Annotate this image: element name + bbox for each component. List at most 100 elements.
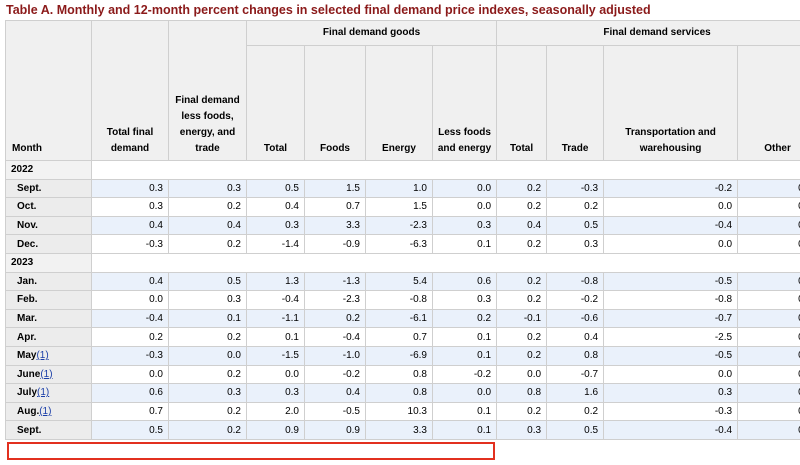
table-row: Mar.-0.40.1-1.10.2-6.10.2-0.1-0.6-0.70.2 (6, 309, 800, 328)
value-cell: 3.3 (305, 216, 366, 235)
value-cell: -0.5 (305, 402, 366, 421)
value-cell: 0.4 (738, 291, 800, 310)
value-cell: 0.3 (738, 402, 800, 421)
value-cell: 0.2 (169, 198, 247, 217)
value-cell: 0.0 (433, 179, 497, 198)
value-cell: -1.3 (305, 272, 366, 291)
month-cell: Mar. (6, 309, 92, 328)
value-cell: 0.2 (305, 309, 366, 328)
month-cell: Dec. (6, 235, 92, 254)
value-cell: 0.9 (247, 421, 305, 440)
value-cell: 0.5 (547, 421, 604, 440)
value-cell: 0.0 (92, 291, 169, 310)
year-row-spacer (92, 253, 800, 272)
value-cell: -0.5 (604, 346, 738, 365)
value-cell: 0.3 (738, 421, 800, 440)
month-label: Jan. (17, 276, 37, 287)
value-cell: 0.4 (547, 328, 604, 347)
month-cell: Apr. (6, 328, 92, 347)
value-cell: 0.7 (305, 198, 366, 217)
value-cell: -0.2 (433, 365, 497, 384)
value-cell: 0.3 (92, 179, 169, 198)
value-cell: 1.3 (247, 272, 305, 291)
header-final-demand-goods: Final demand goods (247, 21, 497, 46)
value-cell: 0.8 (497, 384, 547, 403)
value-cell: 0.0 (604, 198, 738, 217)
value-cell: -0.4 (604, 421, 738, 440)
header-goods-energy: Energy (366, 46, 433, 161)
value-cell: -0.3 (547, 179, 604, 198)
value-cell: 0.9 (305, 421, 366, 440)
footnote-link[interactable]: (1) (36, 350, 48, 361)
table-row: Dec.-0.30.2-1.4-0.9-6.30.10.20.30.00.2 (6, 235, 800, 254)
header-final-demand-services: Final demand services (497, 21, 800, 46)
value-cell: 0.2 (547, 198, 604, 217)
value-cell: 0.3 (169, 179, 247, 198)
value-cell: 0.0 (433, 198, 497, 217)
value-cell: 0.0 (169, 346, 247, 365)
header-goods-foods: Foods (305, 46, 366, 161)
value-cell: 0.1 (433, 235, 497, 254)
value-cell: -0.5 (604, 272, 738, 291)
value-cell: 0.4 (92, 216, 169, 235)
value-cell: 1.5 (366, 198, 433, 217)
value-cell: 5.4 (366, 272, 433, 291)
value-cell: -0.7 (604, 309, 738, 328)
value-cell: -0.8 (547, 272, 604, 291)
month-label: Dec. (17, 239, 38, 250)
month-label: May (17, 350, 36, 361)
value-cell: -0.1 (497, 309, 547, 328)
value-cell: 0.2 (738, 198, 800, 217)
value-cell: 0.0 (604, 365, 738, 384)
value-cell: 0.4 (305, 384, 366, 403)
footnote-link[interactable]: (1) (39, 406, 51, 417)
value-cell: 0.8 (547, 346, 604, 365)
header-goods-less-foods-energy: Less foods and energy (433, 46, 497, 161)
month-label: Feb. (17, 294, 38, 305)
value-cell: 0.8 (366, 384, 433, 403)
value-cell: 0.1 (433, 402, 497, 421)
table-row: Oct.0.30.20.40.71.50.00.20.20.00.2 (6, 198, 800, 217)
value-cell: -2.3 (366, 216, 433, 235)
value-cell: 0.2 (497, 235, 547, 254)
header-month: Month (6, 21, 92, 161)
year-row: 2022 (6, 161, 800, 180)
month-cell: Feb. (6, 291, 92, 310)
value-cell: -0.8 (366, 291, 433, 310)
value-cell: 0.3 (433, 216, 497, 235)
value-cell: -0.4 (604, 216, 738, 235)
value-cell: 1.6 (547, 384, 604, 403)
value-cell: 0.2 (738, 309, 800, 328)
value-cell: 0.2 (497, 346, 547, 365)
value-cell: 0.3 (169, 384, 247, 403)
value-cell: -0.3 (92, 346, 169, 365)
value-cell: 2.0 (247, 402, 305, 421)
table-row: Sept.0.50.20.90.93.30.10.30.5-0.40.3 (6, 421, 800, 440)
value-cell: 0.1 (433, 328, 497, 347)
table-body: 2022Sept.0.30.30.51.51.00.00.2-0.3-0.20.… (6, 161, 800, 440)
value-cell: 0.3 (738, 365, 800, 384)
footnote-link[interactable]: (1) (40, 369, 52, 380)
month-cell: Nov. (6, 216, 92, 235)
value-cell: 0.0 (738, 346, 800, 365)
month-cell: June(1) (6, 365, 92, 384)
value-cell: -2.3 (305, 291, 366, 310)
value-cell: 0.2 (169, 421, 247, 440)
year-row: 2023 (6, 253, 800, 272)
value-cell: -0.8 (604, 291, 738, 310)
value-cell: 0.2 (497, 291, 547, 310)
header-total-final-demand: Total final demand (92, 21, 169, 161)
footnote-link[interactable]: (1) (37, 387, 49, 398)
highlight-box (7, 442, 495, 460)
value-cell: 0.2 (433, 309, 497, 328)
month-cell: Oct. (6, 198, 92, 217)
value-cell: 0.2 (169, 365, 247, 384)
value-cell: -0.7 (547, 365, 604, 384)
header-services-total: Total (497, 46, 547, 161)
month-label: Sept. (17, 425, 41, 436)
month-cell: May(1) (6, 346, 92, 365)
value-cell: 0.6 (92, 384, 169, 403)
value-cell: 0.2 (497, 328, 547, 347)
value-cell: 0.2 (547, 402, 604, 421)
header-goods-total: Total (247, 46, 305, 161)
